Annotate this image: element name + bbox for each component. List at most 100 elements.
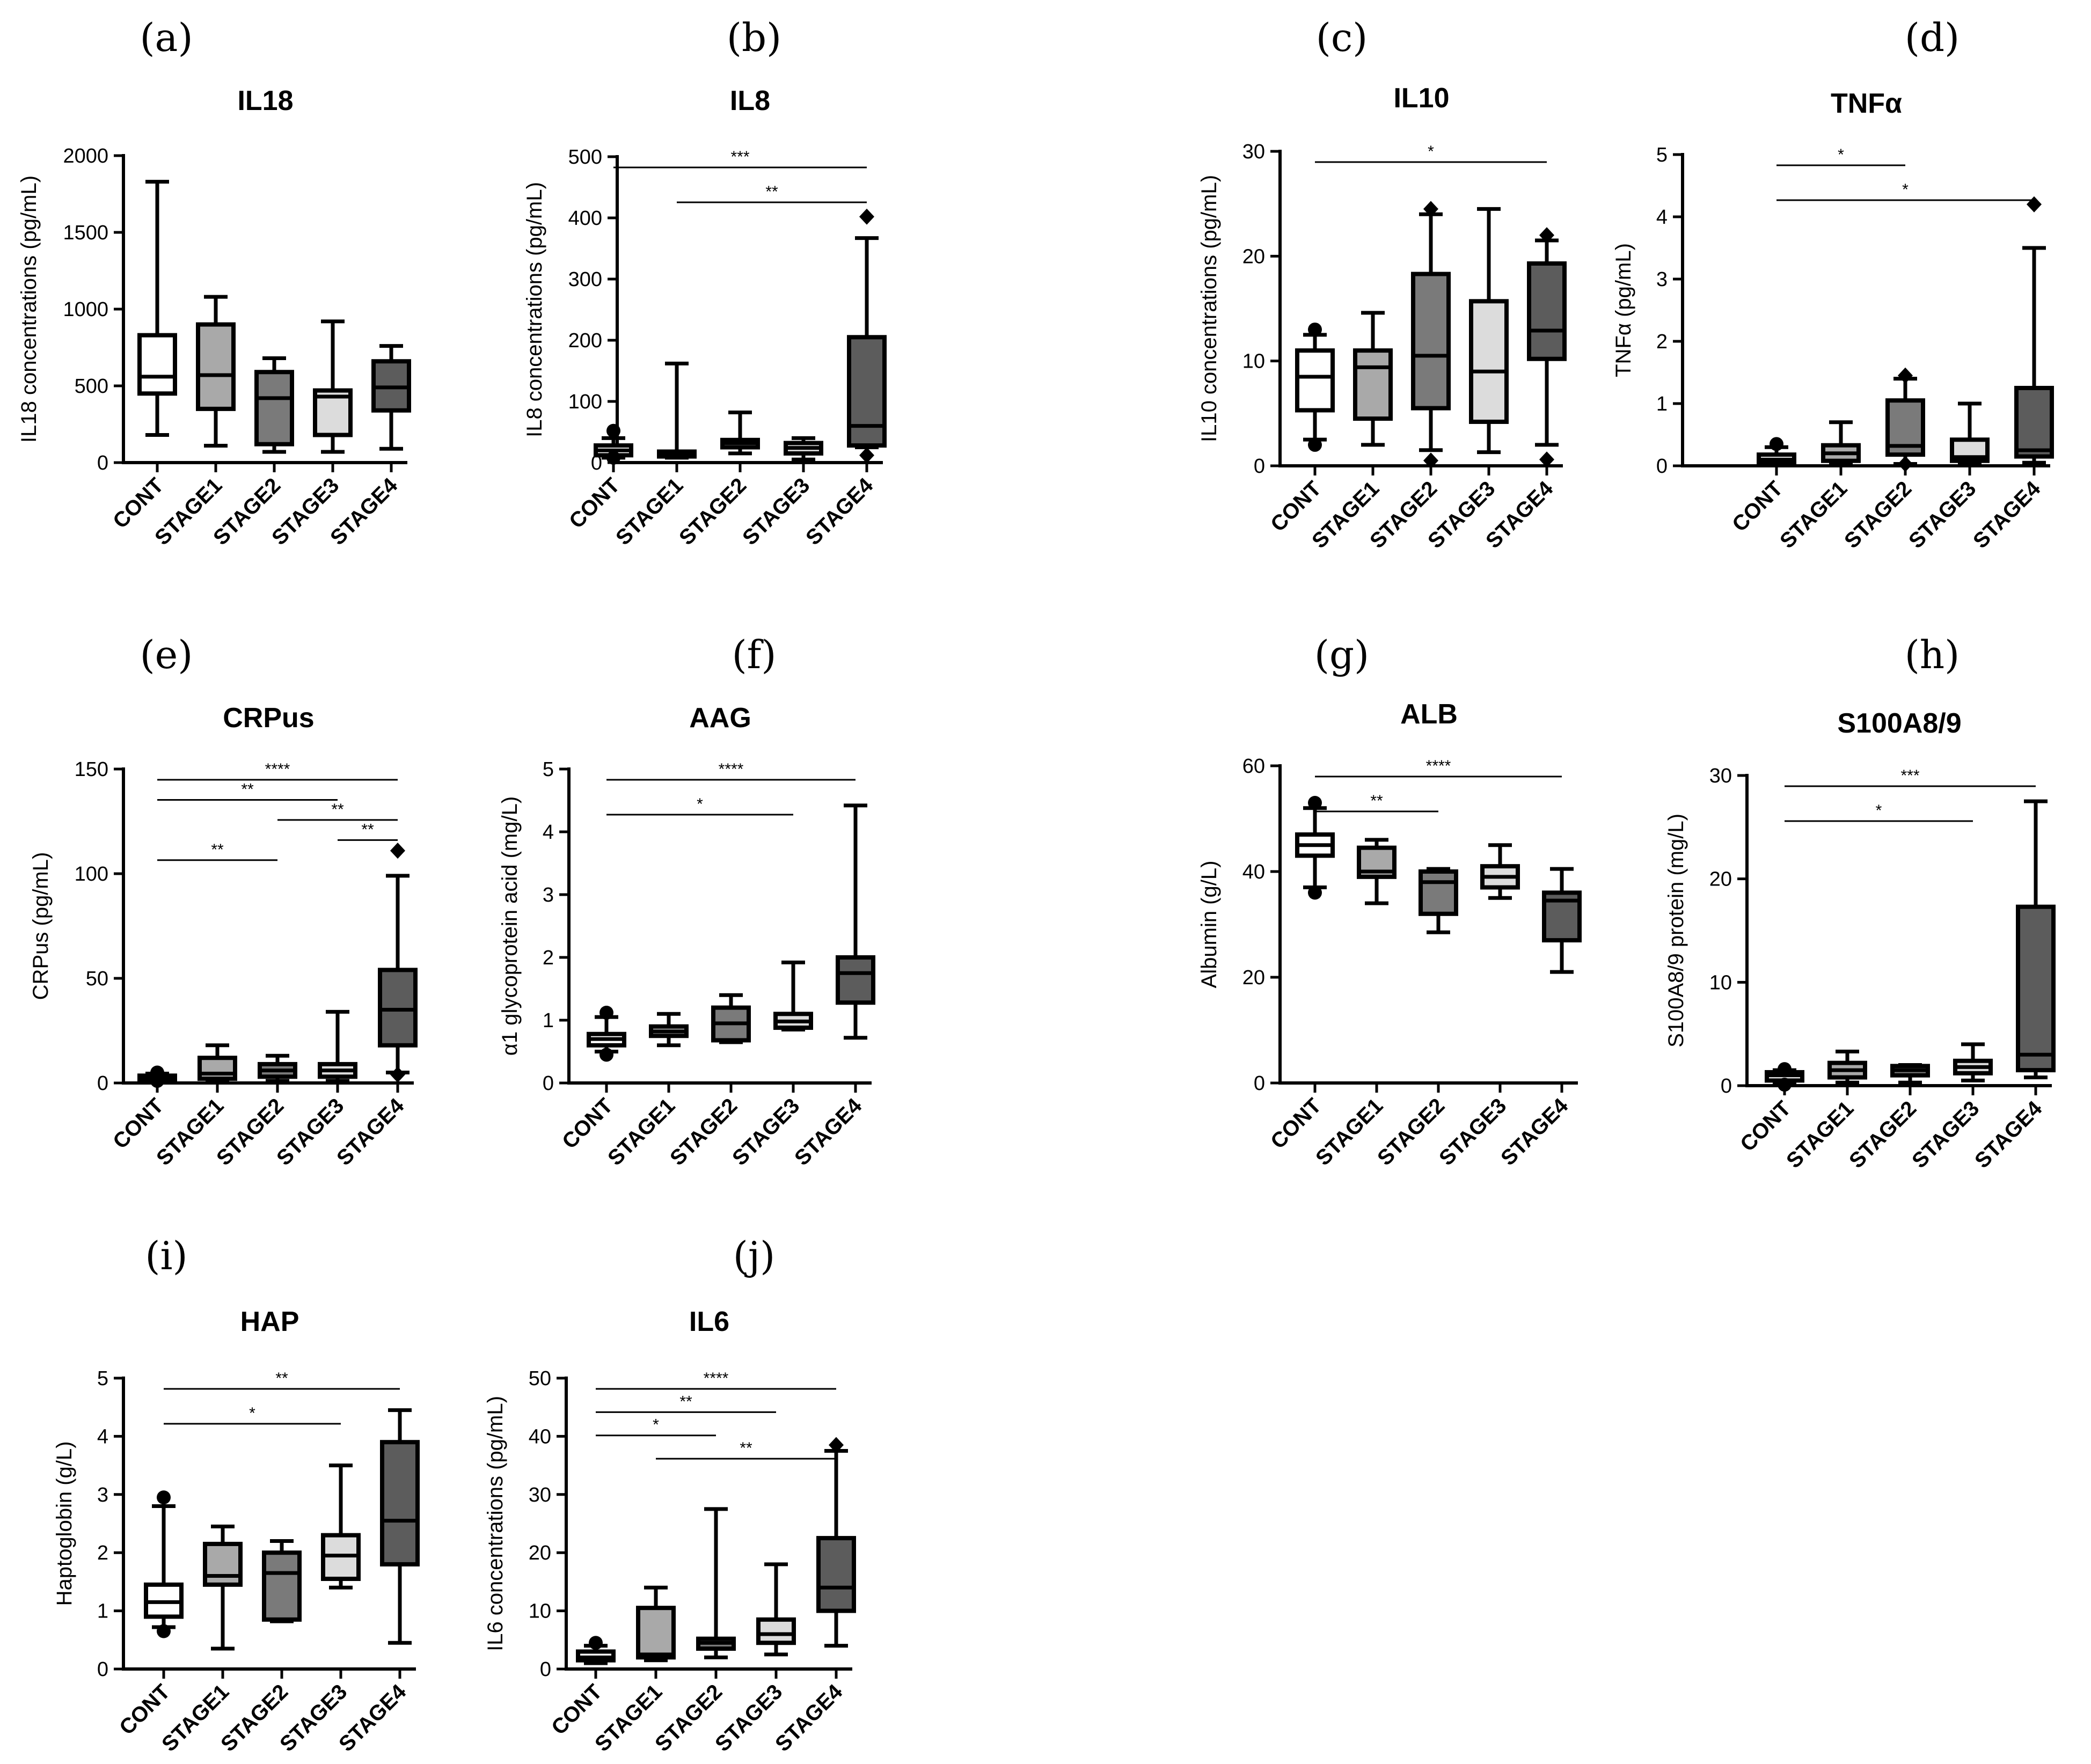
outlier-point <box>1308 437 1322 452</box>
y-tick-label: 0 <box>540 1658 551 1681</box>
box-stage3 <box>318 1009 357 1083</box>
box-stage2 <box>254 356 294 454</box>
significance-label: * <box>1428 143 1434 160</box>
box-cont <box>137 1065 177 1088</box>
significance-label: ** <box>331 801 344 818</box>
box-stage3 <box>773 960 813 1032</box>
box-cont <box>594 423 633 465</box>
iqr-box <box>756 1617 796 1645</box>
y-tick-label: 3 <box>543 884 554 906</box>
y-axis-label: TNFα (pg/mL) <box>1612 243 1635 377</box>
y-tick-label: 5 <box>97 1367 108 1390</box>
chart-title: HAP <box>240 1306 299 1337</box>
box-stage1 <box>1353 311 1393 447</box>
box-stage2 <box>1419 867 1458 934</box>
y-tick-label: 150 <box>75 758 108 781</box>
y-tick-label: 0 <box>1721 1075 1732 1097</box>
box-stage3 <box>756 1562 796 1657</box>
box-stage4 <box>1527 227 1567 468</box>
chart-title: ALB <box>1400 699 1458 730</box>
significance-label: * <box>1838 146 1844 164</box>
box-stage1 <box>657 361 697 460</box>
box-stage2 <box>258 1053 297 1083</box>
x-tick-label: STAGE2 <box>1845 1096 1921 1173</box>
y-tick-label: 2000 <box>63 145 108 167</box>
box-stage4 <box>816 1437 856 1648</box>
outlier-point <box>606 450 620 465</box>
x-tick-label: STAGE3 <box>1904 477 1980 553</box>
panel-label: (c) <box>1316 15 1368 60</box>
box-stage1 <box>203 1524 243 1651</box>
panel-label: (b) <box>727 15 781 60</box>
chart-title: IL8 <box>730 85 770 116</box>
y-tick-label: 0 <box>97 1658 108 1681</box>
outlier-point <box>829 1437 844 1453</box>
y-tick-label: 4 <box>97 1425 108 1448</box>
outlier-point <box>599 1005 613 1020</box>
x-tick-label: STAGE4 <box>1496 1094 1573 1170</box>
x-tick-label: STAGE2 <box>1840 477 1916 553</box>
y-tick-label: 10 <box>1709 971 1732 994</box>
outlier-point <box>606 423 620 438</box>
iqr-box <box>1353 348 1393 421</box>
box-stage4 <box>378 843 418 1083</box>
outlier-point <box>1423 201 1438 217</box>
y-tick-label: 1 <box>543 1009 554 1032</box>
x-tick-label: STAGE4 <box>801 473 878 550</box>
significance-label: * <box>1902 181 1909 199</box>
box-cont <box>144 1490 184 1638</box>
box-stage3 <box>784 436 823 462</box>
box-stage4 <box>2014 196 2054 465</box>
x-tick-label: CONT <box>108 1094 168 1153</box>
box-stage2 <box>1890 1063 1930 1085</box>
iqr-box <box>380 1440 420 1567</box>
y-tick-label: 20 <box>1242 967 1265 989</box>
panel-label: (i) <box>145 1233 187 1278</box>
panel-a: (a) IL18 0 500 1000 1500 2000 IL18 concentratio… <box>17 15 411 550</box>
iqr-box <box>1469 299 1509 424</box>
outlier-point <box>157 1490 171 1505</box>
box-stage1 <box>1821 420 1861 467</box>
x-tick-label: STAGE1 <box>1775 477 1852 553</box>
iqr-box <box>1411 272 1451 411</box>
x-tick-label: STAGE1 <box>611 473 688 550</box>
y-tick-label: 50 <box>86 968 108 990</box>
iqr-box <box>2014 386 2054 459</box>
iqr-box <box>2016 904 2056 1073</box>
y-axis-label: IL6 concentrations (pg/mL) <box>484 1396 507 1651</box>
y-tick-label: 3 <box>97 1484 108 1506</box>
y-tick-label: 2 <box>1656 331 1668 353</box>
box-stage2 <box>696 1507 736 1659</box>
chart-title: CRPus <box>223 702 314 734</box>
iqr-box <box>198 1056 237 1081</box>
panel-b: (b) IL8 0 100 200 300 400 500 IL8 concentrations… <box>523 15 887 550</box>
y-tick-label: 1500 <box>63 222 108 244</box>
outlier-point <box>1770 437 1783 451</box>
y-tick-label: 20 <box>1709 868 1732 891</box>
box-stage3 <box>1469 207 1509 455</box>
y-tick-label: 400 <box>568 207 602 230</box>
outlier-point <box>1308 323 1322 337</box>
y-tick-label: 20 <box>529 1542 551 1564</box>
y-tick-label: 3 <box>1656 268 1668 291</box>
iqr-box <box>1527 261 1567 361</box>
box-cont <box>1765 1062 1804 1092</box>
box-stage1 <box>196 295 236 448</box>
box-stage3 <box>1480 843 1520 900</box>
x-tick-label: STAGE4 <box>332 1094 409 1170</box>
outlier-point <box>1898 456 1913 472</box>
significance-label: **** <box>704 1370 729 1387</box>
box-stage1 <box>636 1585 676 1663</box>
significance-label: * <box>1876 802 1882 819</box>
box-stage4 <box>1542 867 1582 974</box>
box-stage1 <box>649 1012 689 1048</box>
chart-title: IL18 <box>237 85 293 116</box>
y-tick-label: 50 <box>529 1367 551 1390</box>
y-tick-label: 5 <box>543 758 554 781</box>
chart-title: TNFα <box>1831 88 1902 119</box>
x-tick-label: CONT <box>565 473 624 533</box>
x-tick-label: STAGE4 <box>771 1680 847 1756</box>
y-tick-label: 10 <box>1242 350 1265 373</box>
